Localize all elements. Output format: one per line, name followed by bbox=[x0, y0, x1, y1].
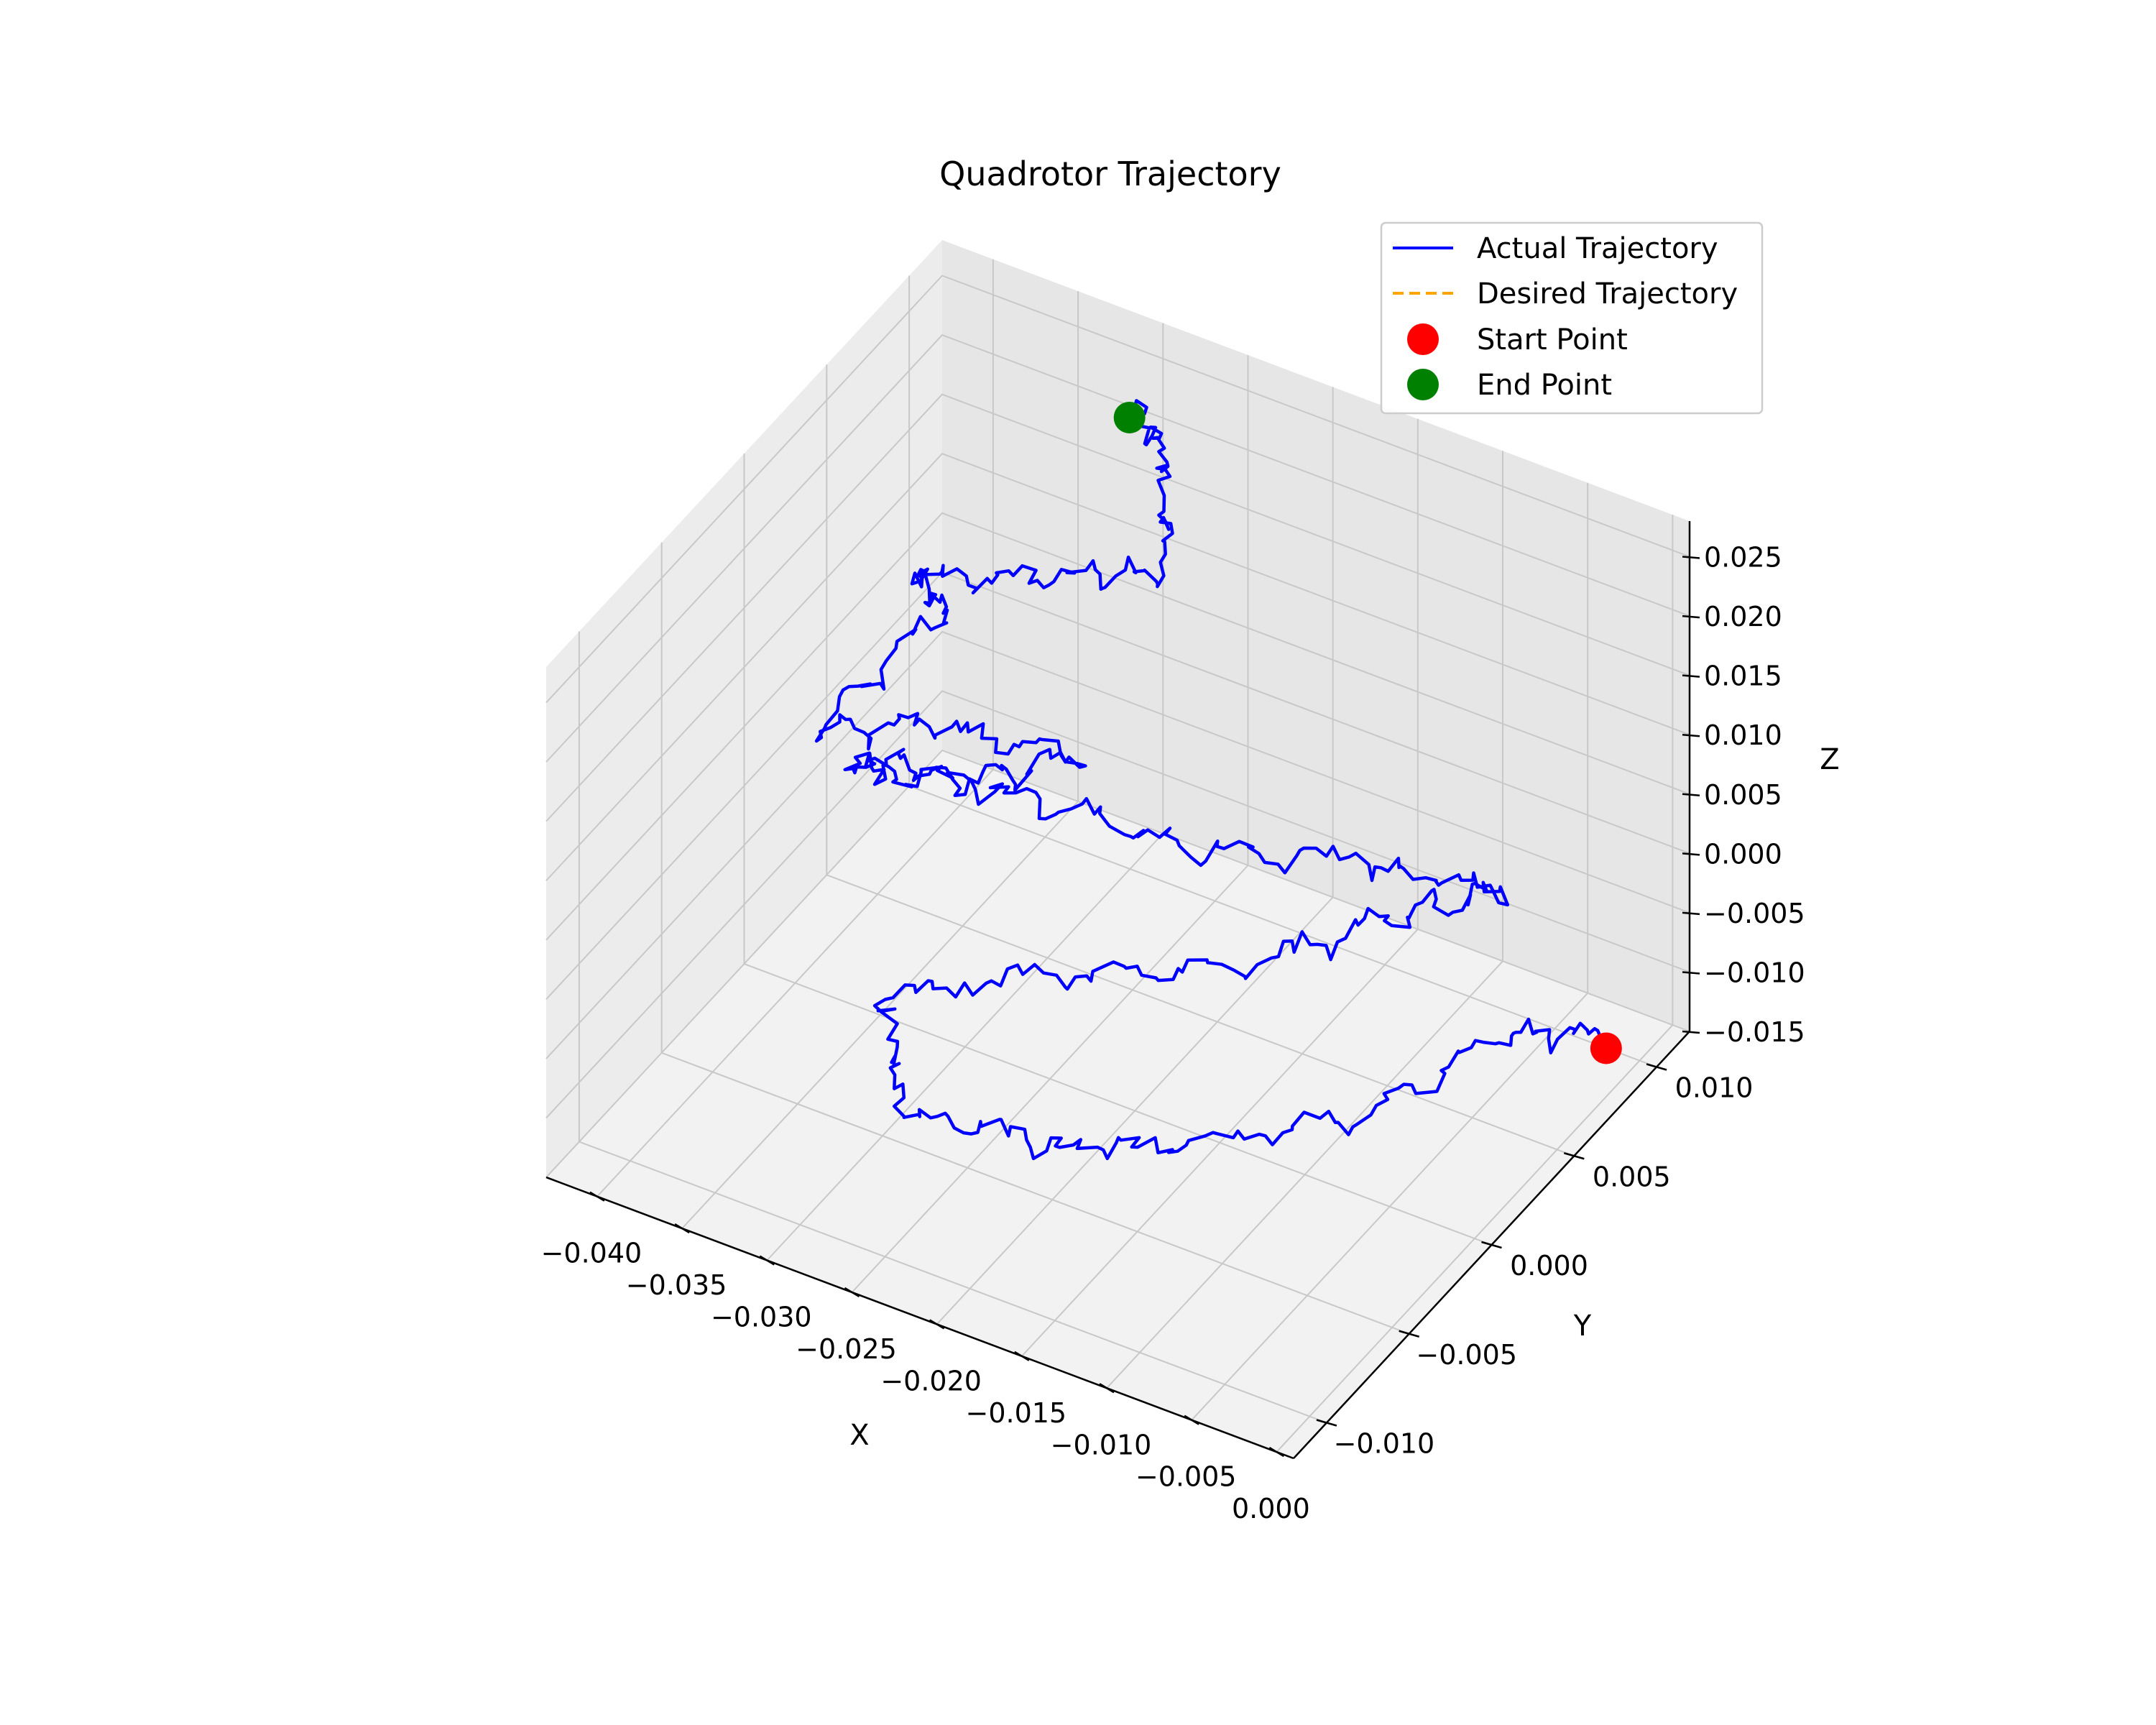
z-tick-label: 0.005 bbox=[1704, 779, 1782, 811]
x-tick-label: −0.010 bbox=[1051, 1429, 1152, 1460]
z-gridline bbox=[545, 453, 1690, 881]
y-tick bbox=[1399, 1330, 1420, 1338]
z-tick-label: 0.000 bbox=[1704, 838, 1782, 870]
x-tick-label: −0.020 bbox=[880, 1365, 982, 1397]
y-tick-label: 0.005 bbox=[1593, 1161, 1671, 1192]
legend-desired-label: Desired Trajectory bbox=[1477, 277, 1738, 310]
z-gridline bbox=[545, 512, 1690, 941]
z-tick bbox=[1682, 615, 1700, 619]
x-tick bbox=[1014, 1351, 1030, 1361]
z-tick bbox=[1682, 971, 1700, 975]
legend-start-marker bbox=[1407, 323, 1439, 355]
axis-ticks: −0.040−0.035−0.030−0.025−0.020−0.015−0.0… bbox=[541, 542, 1805, 1525]
y-tick-label: 0.000 bbox=[1510, 1250, 1588, 1282]
z-tick bbox=[1682, 674, 1700, 678]
x-tick-label: −0.015 bbox=[965, 1397, 1067, 1429]
z-tick-label: −0.010 bbox=[1704, 957, 1805, 988]
legend: Actual Trajectory Desired Trajectory Sta… bbox=[1380, 221, 1764, 415]
y-tick-label: 0.010 bbox=[1675, 1072, 1754, 1104]
z-tick-label: −0.015 bbox=[1704, 1016, 1805, 1048]
x-tick-label: 0.000 bbox=[1232, 1493, 1310, 1524]
z-gridline bbox=[545, 275, 1690, 704]
x-tick bbox=[674, 1223, 690, 1234]
legend-end-marker bbox=[1407, 369, 1439, 400]
legend-box bbox=[1380, 221, 1764, 415]
end-point-marker bbox=[1113, 401, 1146, 433]
z-gridline bbox=[545, 749, 1690, 1178]
x-tick bbox=[844, 1287, 860, 1298]
x-axis-label: X bbox=[849, 1419, 869, 1452]
y-tick bbox=[1646, 1063, 1667, 1071]
x-tick-label: −0.040 bbox=[541, 1238, 642, 1269]
x-tick-label: −0.035 bbox=[626, 1269, 727, 1301]
legend-actual-label: Actual Trajectory bbox=[1477, 232, 1718, 265]
y-tick-label: −0.005 bbox=[1416, 1339, 1517, 1371]
z-gridline bbox=[545, 630, 1690, 1059]
legend-start-label: Start Point bbox=[1477, 323, 1628, 356]
z-gridline bbox=[545, 393, 1690, 822]
x-tick-label: −0.030 bbox=[711, 1302, 812, 1333]
gridlines bbox=[545, 259, 1690, 1453]
x-tick-label: −0.005 bbox=[1135, 1461, 1237, 1493]
z-tick bbox=[1682, 852, 1700, 856]
y-tick bbox=[1481, 1241, 1502, 1249]
x-axis-line bbox=[545, 1176, 1294, 1460]
z-tick-label: 0.025 bbox=[1704, 542, 1782, 574]
z-tick bbox=[1682, 793, 1700, 797]
y-axis-label: Y bbox=[1573, 1310, 1592, 1343]
x-tick bbox=[1184, 1414, 1199, 1425]
z-tick bbox=[1682, 1030, 1700, 1034]
z-tick bbox=[1682, 733, 1700, 737]
z-tick-label: −0.005 bbox=[1704, 898, 1805, 929]
x-tick bbox=[759, 1255, 775, 1266]
y-tick bbox=[1563, 1152, 1585, 1160]
x-tick bbox=[1268, 1447, 1285, 1458]
actual-trajectory-line bbox=[814, 399, 1607, 1161]
z-tick-label: 0.020 bbox=[1704, 601, 1782, 632]
x-tick bbox=[1099, 1383, 1115, 1394]
chart-title: Quadrotor Trajectory bbox=[939, 155, 1281, 193]
x-tick-label: −0.025 bbox=[796, 1333, 897, 1365]
z-axis-label: Z bbox=[1820, 743, 1839, 776]
y-tick bbox=[1316, 1419, 1337, 1427]
z-gridline bbox=[545, 690, 1690, 1119]
z-gridline bbox=[545, 334, 1690, 763]
start-point-marker bbox=[1590, 1032, 1622, 1064]
trajectory bbox=[814, 399, 1622, 1161]
z-tick-label: 0.015 bbox=[1704, 661, 1782, 692]
z-tick bbox=[1682, 911, 1700, 916]
x-tick bbox=[589, 1191, 605, 1202]
y-tick-label: −0.010 bbox=[1334, 1428, 1435, 1460]
z-tick-label: 0.010 bbox=[1704, 719, 1782, 751]
legend-end-label: End Point bbox=[1477, 369, 1612, 402]
z-tick bbox=[1682, 556, 1700, 559]
x-tick bbox=[929, 1319, 945, 1330]
